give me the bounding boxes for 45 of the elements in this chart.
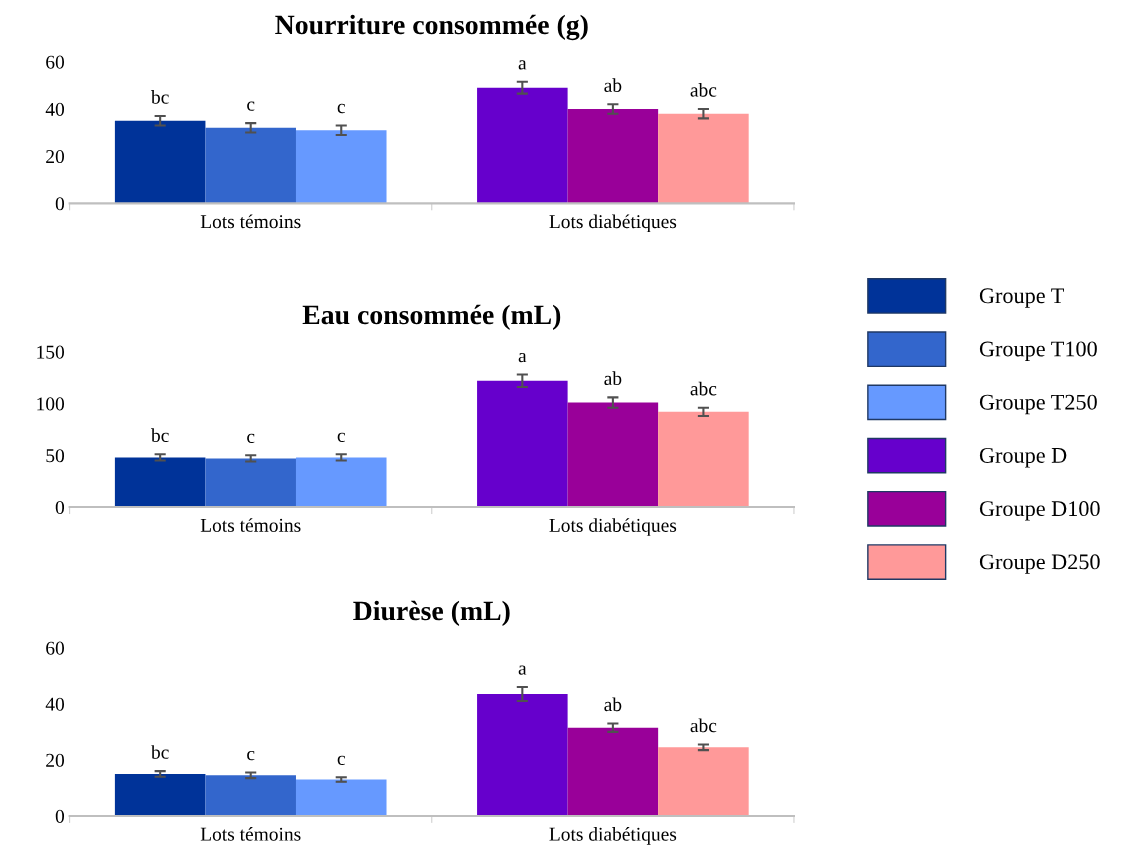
- y-tick-label: 40: [45, 697, 65, 711]
- y-tick-label: 0: [55, 809, 65, 823]
- data-label: c: [247, 433, 255, 444]
- data-label: ab: [604, 78, 622, 92]
- legend-label: Groupe T100: [979, 341, 1097, 361]
- legend-label: Groupe T250: [979, 394, 1097, 415]
- x-tick-label: Lots témoins: [200, 214, 301, 229]
- data-label: abc: [690, 381, 717, 396]
- legend-label: Groupe D: [979, 447, 1067, 468]
- legend-label: Groupe T: [979, 288, 1064, 308]
- y-tick-label: 40: [45, 102, 65, 116]
- legend-label: Groupe D100: [979, 501, 1100, 521]
- y-tick-label: 50: [46, 449, 65, 463]
- y-tick-label: 20: [46, 753, 65, 767]
- x-tick-label: Lots témoins: [200, 827, 301, 841]
- data-label: abc: [690, 718, 717, 733]
- data-label: bc: [150, 90, 169, 104]
- data-label: a: [518, 352, 527, 363]
- legend-label: Groupe D250: [979, 554, 1100, 574]
- data-label: ab: [604, 371, 622, 386]
- y-tick-label: 150: [37, 345, 65, 359]
- data-label: abc: [690, 83, 717, 97]
- data-label: c: [337, 432, 345, 442]
- y-tick-label: 100: [37, 397, 65, 411]
- data-label: c: [247, 750, 255, 761]
- data-label: ab: [604, 697, 622, 712]
- y-tick-label: 0: [55, 197, 65, 211]
- x-tick-label: Lots témoins: [200, 518, 301, 532]
- y-tick-label: 60: [46, 641, 65, 655]
- chart-title: Diurèse (mL): [353, 600, 510, 626]
- data-label: c: [247, 101, 255, 111]
- x-tick-label: Lots diabétiques: [549, 214, 677, 233]
- y-tick-label: 0: [55, 500, 65, 515]
- data-label: bc: [150, 745, 169, 759]
- data-label: c: [337, 103, 345, 114]
- x-tick-label: Lots diabétiques: [549, 827, 677, 845]
- data-label: c: [337, 755, 345, 765]
- chart-title: Eau consommée (mL): [302, 304, 561, 330]
- chart-title: Nourriture consommée (g): [275, 14, 588, 41]
- data-label: a: [518, 665, 527, 675]
- y-tick-label: 20: [46, 149, 65, 164]
- data-label: a: [518, 60, 527, 70]
- x-tick-label: Lots diabétiques: [549, 518, 677, 536]
- data-label: bc: [150, 428, 169, 442]
- y-tick-label: 60: [46, 55, 65, 69]
